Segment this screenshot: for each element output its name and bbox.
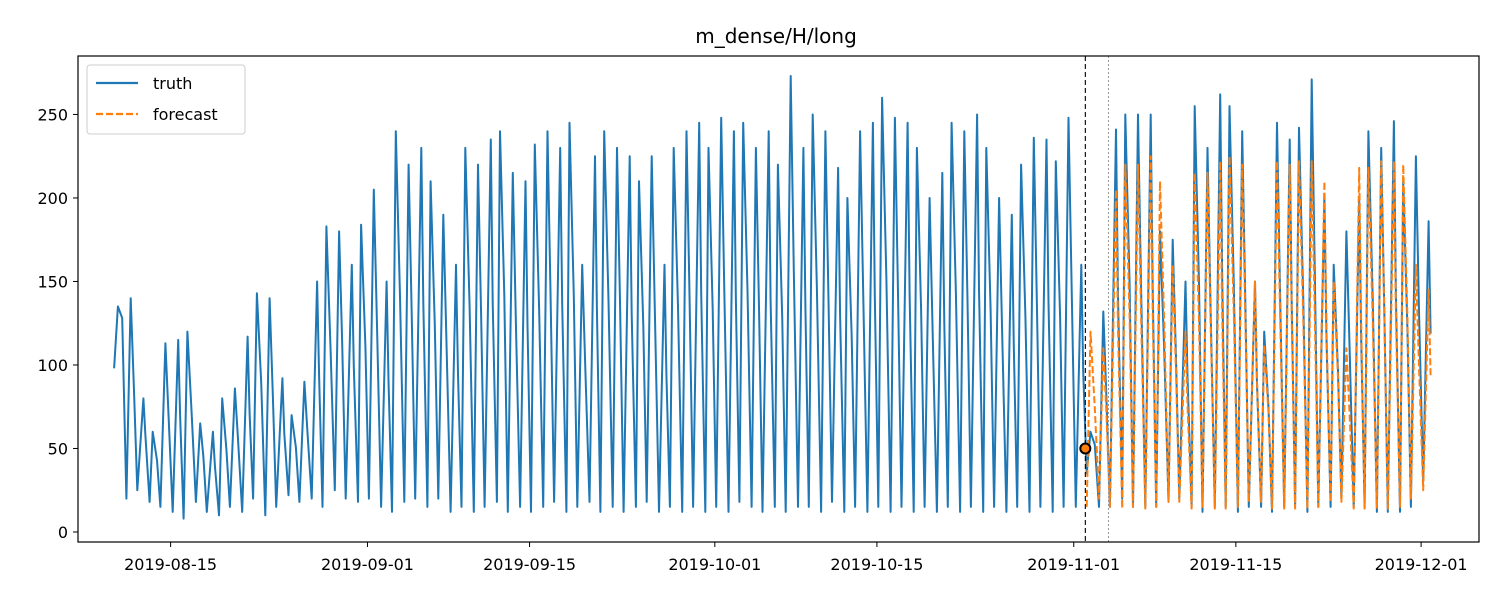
- y-tick-label: 0: [58, 523, 68, 542]
- x-tick-label: 2019-11-01: [1027, 555, 1120, 574]
- x-tick-label: 2019-10-01: [668, 555, 761, 574]
- y-axis: 0 50 100 150 200 250: [37, 105, 78, 542]
- plot-area: [77, 55, 1480, 543]
- legend: truth forecast: [86, 64, 246, 135]
- y-tick-label: 50: [48, 439, 68, 458]
- plot-background: [78, 56, 1479, 542]
- x-tick-label: 2019-12-01: [1375, 555, 1468, 574]
- x-tick-label: 2019-09-15: [483, 555, 576, 574]
- plot-frame: [77, 55, 1480, 543]
- x-tick-label: 2019-09-01: [321, 555, 414, 574]
- y-tick-label: 200: [37, 189, 68, 208]
- marker-layer: [1079, 56, 1109, 542]
- x-axis: 2019-08-15 2019-09-01 2019-09-15 2019-10-01…: [124, 542, 1468, 574]
- series-layer: [113, 75, 1432, 520]
- y-tick-label: 150: [37, 272, 68, 291]
- x-tick-label: 2019-08-15: [124, 555, 217, 574]
- forecast-start-point: [1079, 442, 1092, 455]
- x-tick-label: 2019-10-15: [830, 555, 923, 574]
- y-tick-label: 100: [37, 356, 68, 375]
- legend-label-truth: truth: [153, 74, 192, 93]
- y-tick-label: 250: [37, 105, 68, 124]
- x-tick-label: 2019-11-15: [1189, 555, 1282, 574]
- legend-label-forecast: forecast: [153, 105, 218, 124]
- chart-title: m_dense/H/long: [695, 24, 857, 48]
